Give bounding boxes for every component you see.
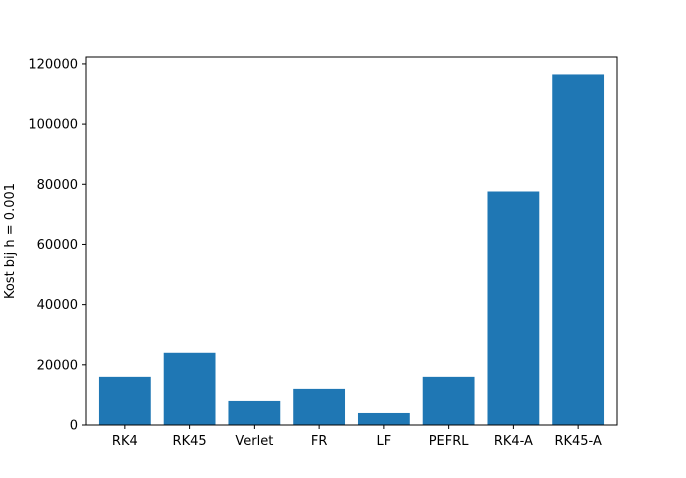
- bar-rk4-a: [487, 191, 540, 425]
- bar-lf: [357, 412, 410, 425]
- x-tick-label: RK4-A: [494, 434, 533, 449]
- bar-rk45-a: [552, 74, 605, 425]
- bar-verlet: [228, 400, 281, 425]
- y-axis: 0 20000 40000 60000 80000 100000 120000: [28, 57, 86, 434]
- plot-frame: [85, 56, 618, 426]
- x-tick-label: LF: [377, 434, 392, 449]
- x-tick-label: RK45-A: [554, 434, 602, 449]
- y-tick-label: 120000: [28, 57, 78, 72]
- x-tick-label: Verlet: [235, 434, 273, 449]
- bar-rk4: [98, 376, 151, 425]
- x-tick-label: FR: [311, 434, 328, 449]
- x-tick-label: PEFRL: [429, 434, 470, 449]
- y-tick-label: 80000: [37, 178, 78, 193]
- bars-layer: [98, 74, 605, 425]
- bar-pefrl: [422, 376, 475, 425]
- y-tick-label: 40000: [37, 298, 78, 313]
- bar-fr: [293, 388, 346, 425]
- bar-rk45: [163, 352, 216, 425]
- y-tick-label: 20000: [37, 358, 78, 373]
- x-axis: RK4 RK45 Verlet FR LF PEFRL RK4-A RK45-A: [112, 425, 602, 449]
- x-tick-label: RK45: [173, 434, 207, 449]
- y-tick-label: 100000: [28, 118, 78, 133]
- y-tick-label: 0: [70, 419, 78, 434]
- y-axis-label: Kost bij h = 0.001: [3, 183, 18, 299]
- y-tick-label: 60000: [37, 238, 78, 253]
- x-tick-label: RK4: [112, 434, 138, 449]
